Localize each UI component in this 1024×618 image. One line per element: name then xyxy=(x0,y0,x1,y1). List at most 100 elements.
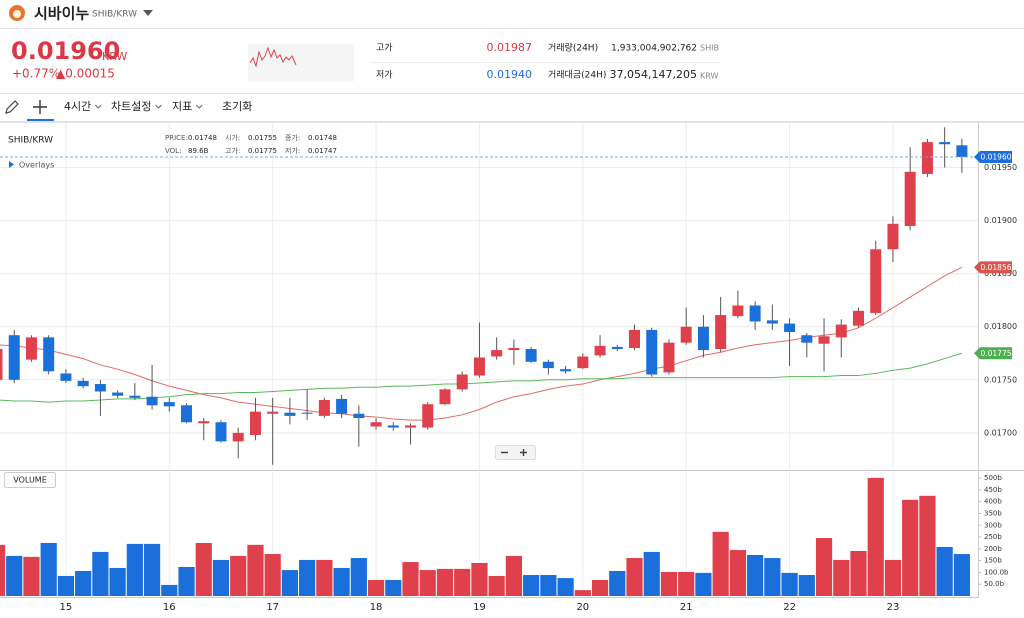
volume-bar xyxy=(798,575,815,596)
price-marker-label: 0.01775 xyxy=(980,349,1011,358)
info-label: 고가: xyxy=(225,146,240,155)
coin-name: 시바이누 xyxy=(34,5,89,23)
stat-label: 거래대금(24H) xyxy=(548,70,606,81)
volume-bar xyxy=(57,575,75,596)
volume-bar xyxy=(264,554,281,596)
candle-body xyxy=(560,369,572,372)
y-tick-label: 0.01750 xyxy=(984,375,1017,384)
volume-bar xyxy=(609,571,626,596)
candle-body xyxy=(594,345,606,356)
candle-body xyxy=(0,349,3,380)
volume-bar xyxy=(764,558,781,596)
volume-bar xyxy=(454,568,471,596)
stat-unit: SHIB xyxy=(700,44,719,53)
volume-bar xyxy=(436,568,454,596)
crosshair-tool[interactable] xyxy=(33,100,47,114)
candle-body xyxy=(491,350,503,357)
moving-average xyxy=(0,352,963,403)
volume-bar xyxy=(419,570,436,596)
info-label: PRICE: xyxy=(165,134,188,142)
overlay-label[interactable]: Overlays xyxy=(19,161,54,170)
candle-body xyxy=(43,337,55,372)
x-tick-label: 21 xyxy=(680,602,693,613)
info-label: 시가: xyxy=(225,133,240,142)
toolbar-item[interactable]: 지표 xyxy=(172,100,192,113)
candle-body xyxy=(25,337,37,360)
toolbar-item[interactable]: 초기화 xyxy=(222,100,252,113)
candle-body xyxy=(215,422,227,442)
y-tick-label: 100.0b xyxy=(984,568,1009,576)
candle-body xyxy=(405,425,417,428)
toolbar-item[interactable]: 차트설정 xyxy=(111,100,151,113)
pair-dropdown[interactable] xyxy=(143,10,153,16)
candle-body xyxy=(370,422,382,427)
candle-body xyxy=(939,142,951,145)
moving-average xyxy=(0,266,963,421)
stat-value: 0.01940 xyxy=(487,68,533,81)
volume-title: VOLUME xyxy=(13,476,47,485)
candle-body xyxy=(629,329,641,348)
y-tick-label: 250b xyxy=(984,533,1002,541)
candle-body xyxy=(112,392,124,396)
volume-bar xyxy=(385,579,402,596)
candle-body xyxy=(232,432,244,442)
header-bar xyxy=(0,0,1024,28)
y-tick-label: 0.01900 xyxy=(984,216,1017,225)
volume-bar xyxy=(402,562,419,596)
volume-bar xyxy=(281,570,299,596)
candle-body xyxy=(715,315,727,350)
price-marker xyxy=(974,261,1012,274)
candle-body xyxy=(146,396,158,406)
x-tick-label: 17 xyxy=(266,602,279,613)
stat-value: 1,933,004,902,762 xyxy=(611,44,697,54)
candle-body xyxy=(680,326,692,343)
volume-bar xyxy=(23,556,40,596)
candle-body xyxy=(387,425,399,428)
volume-bar xyxy=(6,555,23,596)
candle-body xyxy=(853,310,864,326)
candle-body xyxy=(525,349,537,362)
volume-bar xyxy=(350,558,367,596)
volume-bar xyxy=(574,590,591,596)
price-marker-label: 0.01856 xyxy=(980,263,1011,272)
y-tick-label: 400b xyxy=(984,498,1002,506)
stat-label: 저가 xyxy=(376,70,393,81)
sparkline xyxy=(249,46,297,68)
zoom-control xyxy=(495,445,536,460)
volume-bar xyxy=(523,575,540,596)
stat-value: 0.01987 xyxy=(487,41,533,54)
toolbar-chevron xyxy=(94,104,102,109)
candle-body xyxy=(473,357,485,376)
candle-body xyxy=(94,384,106,392)
info-value: 0.01775 xyxy=(248,147,277,155)
volume-bar xyxy=(247,544,264,596)
volume-bar xyxy=(316,559,333,596)
x-tick-label: 16 xyxy=(163,602,176,613)
candle-body xyxy=(956,145,968,157)
volume-bar xyxy=(919,495,936,596)
volume-bar xyxy=(333,567,350,596)
candle-body xyxy=(784,323,796,333)
volume-bar xyxy=(540,575,557,596)
volume-bar xyxy=(367,579,385,596)
price-marker xyxy=(974,347,1012,360)
overlay-toggle[interactable] xyxy=(9,161,14,168)
volume-bar xyxy=(850,550,867,596)
y-tick-label: 500b xyxy=(984,474,1002,482)
volume-bar xyxy=(747,554,764,596)
volume-bar xyxy=(505,555,522,596)
x-tick-label: 18 xyxy=(370,602,383,613)
candle-body xyxy=(663,342,675,373)
toolbar-chevron xyxy=(195,104,203,109)
candle-body xyxy=(439,389,451,405)
candle-body xyxy=(921,142,933,174)
zoom-in[interactable] xyxy=(520,449,527,456)
candle-body xyxy=(835,324,847,338)
candle-body xyxy=(353,413,365,419)
candle-body xyxy=(8,335,20,380)
draw-tool[interactable] xyxy=(5,100,19,114)
price-plot xyxy=(0,127,978,465)
toolbar-item[interactable]: 4시간 xyxy=(64,100,91,113)
volume-bar xyxy=(626,558,643,596)
